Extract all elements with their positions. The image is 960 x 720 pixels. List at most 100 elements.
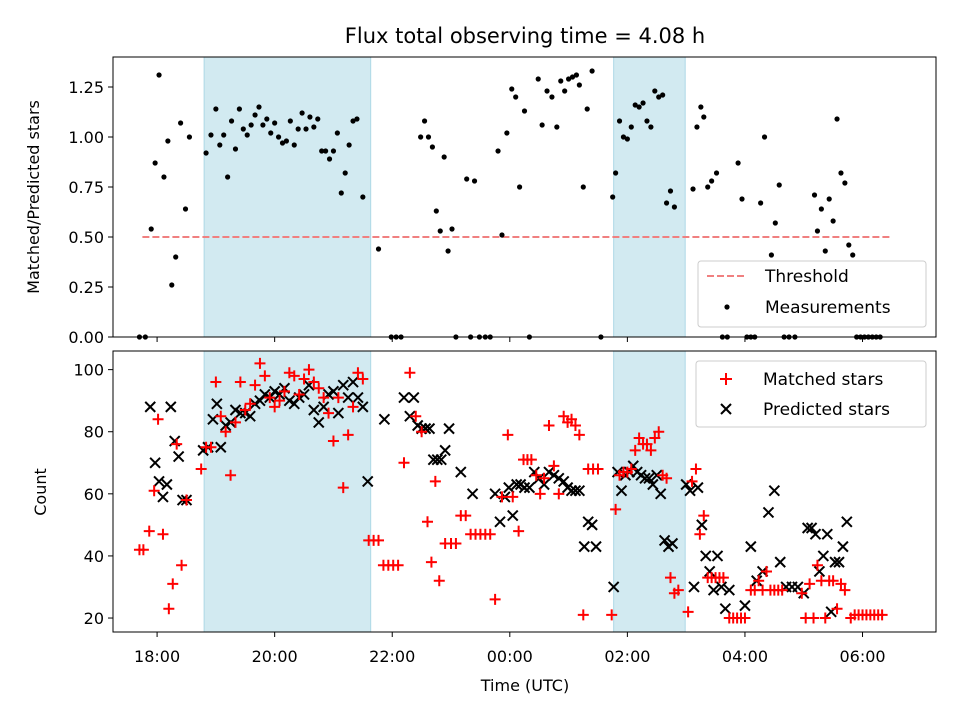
measurement-point	[814, 228, 821, 234]
measurement-point	[272, 120, 278, 126]
measurement-point	[464, 176, 470, 182]
measurement-point	[264, 116, 270, 122]
matched-star-point	[641, 438, 653, 450]
matched-star-point	[761, 565, 773, 577]
measurement-point	[315, 116, 321, 122]
ratio-y-tick-label: 0.25	[68, 278, 104, 297]
measurement-point	[644, 118, 650, 124]
measurement-point	[652, 88, 658, 94]
count-y-tick-label: 60	[84, 485, 104, 504]
matched-star-point	[569, 420, 581, 432]
count-y-tick-label: 100	[73, 361, 104, 380]
matched-star-point	[653, 426, 665, 438]
predicted-star-point	[817, 550, 830, 562]
measurement-point	[208, 132, 214, 138]
measurement-point	[768, 252, 775, 258]
measurement-point	[338, 190, 344, 196]
matched-star-point	[577, 609, 589, 621]
predicted-star-point	[352, 391, 364, 404]
matched-star-point	[234, 376, 246, 388]
matched-star-point	[625, 463, 637, 475]
measurement-point	[660, 92, 666, 98]
measurement-point	[323, 148, 329, 154]
measurement-point	[433, 208, 439, 214]
measurement-point	[713, 170, 720, 176]
predicted-star-point	[643, 472, 655, 485]
measurement-point	[291, 142, 297, 148]
matched-star-point	[645, 444, 657, 456]
matched-legend-label: Matched stars	[763, 370, 883, 390]
predicted-star-point	[715, 581, 728, 593]
matched-star-point	[776, 584, 788, 596]
measurement-point	[346, 142, 352, 148]
measurement-point	[624, 136, 630, 142]
measurement-point	[576, 82, 582, 88]
measurement-point	[169, 282, 175, 288]
measurement-point	[217, 142, 223, 148]
matched-star-point	[137, 544, 149, 556]
ratio-legend-box	[697, 260, 927, 328]
predicted-star-point	[651, 469, 663, 481]
count-legend: Matched stars Predicted stars	[695, 360, 927, 428]
predicted-star-point	[153, 475, 165, 488]
matched-star-point	[210, 376, 222, 388]
matched-star-point	[215, 410, 227, 422]
matched-star-point	[143, 525, 155, 537]
measurement-point	[842, 180, 848, 186]
measurement-point	[213, 106, 219, 112]
ratio-y-axis-label: Matched/Predicted stars	[24, 100, 43, 294]
measurement-point	[705, 184, 711, 190]
matched-star-point	[422, 516, 434, 528]
measurement-point	[709, 178, 715, 184]
matched-star-point	[195, 463, 207, 475]
predicted-star-point	[337, 379, 349, 391]
matched-star-point	[244, 398, 256, 410]
matched-star-point	[633, 432, 645, 444]
matched-star-point	[278, 385, 290, 397]
measurement-point	[636, 104, 642, 110]
matched-star-point	[259, 370, 271, 382]
predicted-star-point	[654, 488, 667, 500]
matched-star-point	[416, 426, 428, 438]
matched-star-point	[148, 485, 160, 497]
matched-star-point	[229, 416, 241, 428]
predicted-star-point	[161, 478, 173, 491]
predicted-star-point	[503, 481, 515, 494]
measurement-point	[260, 122, 266, 128]
matched-star-point	[264, 392, 276, 404]
matched-star-point	[410, 410, 422, 422]
measurement-point	[279, 140, 286, 146]
count-legend-box	[695, 360, 927, 428]
predicted-star-point	[507, 509, 519, 522]
predicted-star-point	[590, 540, 602, 553]
measurement-point	[822, 248, 828, 254]
predicted-star-point	[688, 581, 700, 593]
ratio-y-tick-label: 0.00	[68, 328, 104, 347]
measurement-point	[232, 146, 239, 152]
measurement-point	[319, 148, 325, 154]
matched-star-point	[804, 578, 816, 590]
measurement-point	[818, 206, 824, 212]
measurement-point	[334, 130, 340, 136]
measurement-point	[307, 114, 313, 120]
predicted-star-point	[578, 540, 590, 553]
predicted-star-point	[157, 491, 169, 503]
measurement-point	[758, 200, 764, 206]
predicted-star-point	[172, 450, 185, 463]
matched-star-point	[507, 491, 519, 503]
matched-star-point	[303, 364, 315, 376]
predicted-star-point	[327, 385, 340, 398]
measurement-point	[690, 186, 696, 192]
predicted-star-point	[837, 540, 849, 553]
predicted-star-point	[342, 391, 354, 404]
matched-star-point	[337, 482, 349, 494]
measurement-point	[830, 218, 836, 224]
measurement-point	[173, 254, 179, 260]
measurement-point	[421, 118, 428, 124]
measurement-point	[850, 252, 856, 258]
matched-star-point	[694, 528, 706, 540]
measurement-point	[838, 170, 844, 176]
measurement-point	[535, 76, 541, 82]
predicted-star-point	[510, 478, 523, 491]
measurement-point	[186, 134, 193, 140]
